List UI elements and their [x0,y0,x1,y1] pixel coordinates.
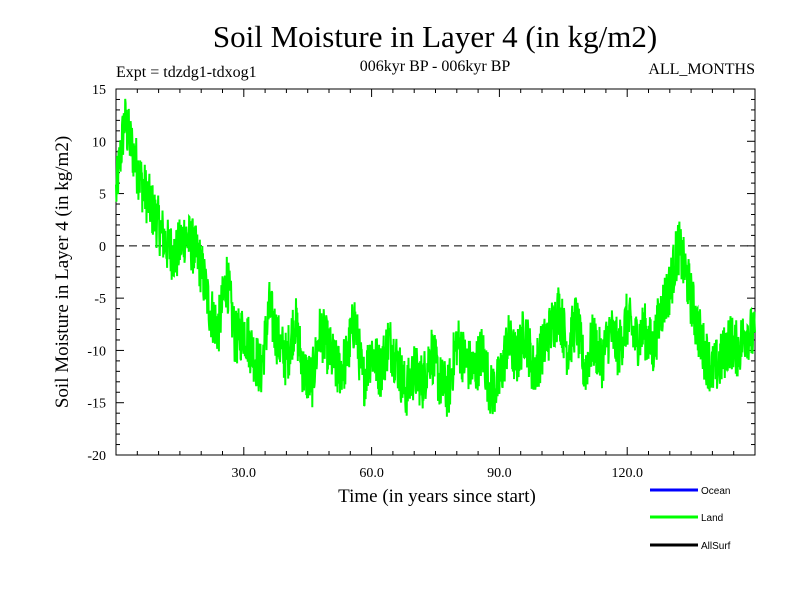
x-tick-label: 90.0 [487,466,512,481]
y-tick-label: 15 [92,83,106,98]
series-layer [115,98,756,417]
plot-frame [115,88,756,456]
y-tick-label: -10 [87,344,106,359]
x-axis: 30.0 60.0 90.0 120.0 [136,89,735,481]
months-label: ALL_MONTHS [648,61,755,78]
legend-label-ocean: Ocean [701,486,730,497]
x-tick-label: 120.0 [611,466,643,481]
y-tick-label: -20 [87,449,106,464]
experiment-label: Expt = tdzdg1-tdxog1 [116,64,257,81]
chart-title: Soil Moisture in Layer 4 (in kg/m2) [213,19,657,54]
x-tick-label: 60.0 [359,466,384,481]
legend: Ocean Land AllSurf [650,486,731,552]
y-tick-label: 0 [99,240,106,255]
y-axis: 15 10 5 0 -5 -10 -15 -20 [87,83,755,464]
legend-label-land: Land [701,513,723,524]
x-tick-label: 30.0 [232,466,257,481]
y-axis-label: Soil Moisture in Layer 4 (in kg/m2) [52,136,73,408]
legend-label-allsurf: AllSurf [701,541,731,552]
series-line-land [115,98,756,417]
x-axis-label: Time (in years since start) [338,486,536,507]
y-tick-label: 10 [92,135,106,150]
y-tick-label: -15 [87,397,106,412]
y-tick-label: -5 [94,292,106,307]
period-label: 006kyr BP - 006kyr BP [360,58,511,75]
y-tick-label: 5 [99,188,106,203]
plot-area [115,88,756,456]
